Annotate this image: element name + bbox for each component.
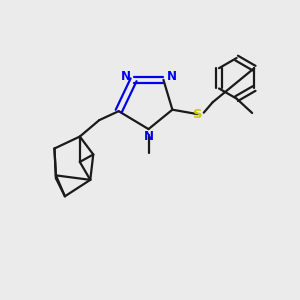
Text: N: N [167, 70, 176, 83]
Text: N: N [121, 70, 130, 83]
Text: N: N [143, 130, 154, 143]
Text: S: S [193, 108, 202, 121]
